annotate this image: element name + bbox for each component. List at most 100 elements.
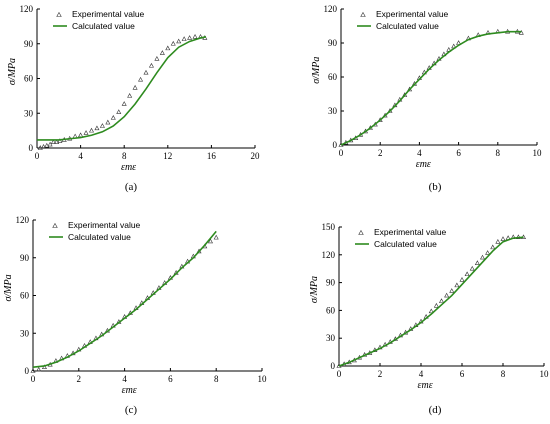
- experimental-point: [54, 139, 60, 145]
- y-tick-label: 30: [20, 328, 30, 338]
- x-axis-label: εmε: [416, 159, 431, 170]
- experimental-point: [485, 250, 491, 255]
- chart-panel-c: 0 2 4 6 8 10 0 30 60 90 120 εmε σ/MPa Experimental va…: [3, 215, 267, 416]
- x-tick-label: 4: [417, 148, 422, 158]
- experimental-point: [83, 130, 89, 135]
- y-axis-label: σ/MPa: [3, 274, 14, 301]
- x-tick-label: 0: [35, 151, 40, 161]
- experimental-point: [94, 125, 100, 131]
- experimental-point: [105, 119, 111, 125]
- y-tick-label: 0: [29, 143, 34, 153]
- experimental-point: [207, 238, 213, 244]
- experimental-point: [192, 33, 198, 39]
- experimental-point: [474, 260, 480, 265]
- experimental-point: [490, 244, 496, 250]
- y-axis-label: σ/MPa: [309, 276, 320, 303]
- legend-experimental-marker: [358, 229, 364, 235]
- y-axis-label: σ/MPa: [7, 58, 18, 85]
- legend-experimental-marker: [56, 11, 62, 17]
- legend-calculated-label: Calculated value: [72, 21, 135, 31]
- x-tick-label: 8: [501, 369, 506, 379]
- experimental-point: [438, 298, 445, 303]
- x-tick-label: 10: [540, 369, 550, 379]
- experimental-point: [36, 366, 42, 372]
- y-tick-label: 30: [326, 333, 336, 343]
- chart-panel-a: 0 4 8 12 16 20 0 30 60 90 120 εmε σ/MPa Experimental …: [7, 4, 260, 193]
- experimental-point: [37, 145, 43, 150]
- experimental-point: [444, 292, 450, 298]
- y-tick-label: 90: [20, 253, 30, 263]
- y-tick-label: 150: [322, 222, 336, 232]
- experimental-point: [449, 288, 455, 293]
- experimental-point: [428, 308, 434, 314]
- x-tick-label: 20: [251, 151, 261, 161]
- experimental-point: [479, 254, 486, 260]
- x-tick-label: 4: [419, 369, 424, 379]
- experimental-point: [121, 101, 127, 106]
- x-axis-label: εmε: [122, 385, 137, 396]
- experimental-point: [213, 234, 219, 240]
- legend-experimental-label: Experimental value: [68, 220, 141, 230]
- calculated-series-line: [37, 36, 207, 141]
- legend-calculated-label: Calculated value: [376, 21, 439, 31]
- x-tick-label: 0: [31, 374, 36, 384]
- experimental-point: [170, 40, 176, 46]
- y-tick-label: 120: [324, 4, 338, 14]
- x-tick-label: 16: [207, 151, 217, 161]
- calculated-series-line: [340, 30, 522, 146]
- calculated-series-line: [338, 236, 524, 367]
- y-tick-label: 120: [322, 250, 336, 260]
- experimental-point: [110, 115, 116, 120]
- experimental-point: [88, 127, 95, 133]
- legend-experimental-label: Experimental value: [376, 9, 449, 19]
- experimental-point: [181, 36, 187, 41]
- experimental-point: [495, 238, 501, 244]
- experimental-point: [464, 271, 470, 277]
- y-tick-label: 30: [328, 106, 338, 116]
- experimental-point: [433, 302, 439, 308]
- experimental-point: [176, 38, 182, 44]
- y-tick-label: 120: [20, 4, 34, 14]
- x-tick-label: 2: [77, 374, 82, 384]
- x-tick-label: 0: [337, 369, 342, 379]
- experimental-point: [57, 138, 63, 143]
- x-axis-label: εmε: [121, 162, 136, 173]
- experimental-point: [138, 76, 144, 82]
- legend-calculated-label: Calculated value: [374, 239, 437, 249]
- y-tick-label: 0: [331, 361, 336, 371]
- x-tick-label: 10: [258, 374, 268, 384]
- y-tick-label: 0: [333, 140, 338, 150]
- experimental-point: [165, 45, 171, 51]
- experimental-point: [99, 123, 105, 128]
- y-tick-label: 0: [25, 366, 30, 376]
- x-axis-label: εmε: [418, 380, 433, 391]
- panel-caption: (b): [429, 181, 442, 193]
- x-tick-label: 2: [378, 369, 383, 379]
- experimental-point: [148, 62, 154, 68]
- y-tick-label: 60: [328, 72, 338, 82]
- experimental-point: [47, 141, 53, 147]
- experimental-point: [50, 139, 56, 145]
- y-tick-label: 90: [24, 39, 34, 49]
- y-tick-label: 90: [328, 38, 338, 48]
- legend-experimental-marker: [360, 11, 366, 17]
- x-tick-label: 6: [460, 369, 465, 379]
- y-tick-label: 60: [20, 291, 30, 301]
- chart-panel-b: 0 2 4 6 8 10 0 30 60 90 120 εmε σ/MPa Experimental va…: [311, 4, 542, 193]
- legend-experimental-marker: [52, 222, 58, 228]
- y-tick-label: 60: [326, 305, 336, 315]
- panel-caption: (d): [429, 404, 442, 416]
- experimental-point: [159, 50, 165, 55]
- y-tick-label: 30: [24, 108, 34, 118]
- experimental-point: [469, 265, 475, 271]
- experimental-point: [30, 368, 36, 373]
- experimental-point: [44, 142, 50, 148]
- experimental-point: [454, 282, 460, 288]
- x-tick-label: 8: [214, 374, 219, 384]
- panel-caption: (c): [125, 404, 138, 416]
- x-tick-label: 4: [78, 151, 83, 161]
- x-tick-label: 2: [378, 148, 383, 158]
- experimental-point: [154, 55, 160, 61]
- chart-panel-d: 0 2 4 6 8 10 0 30 60 90 120 150 εmε σ/MPa Experimental…: [309, 222, 549, 416]
- legend-experimental-label: Experimental value: [72, 9, 145, 19]
